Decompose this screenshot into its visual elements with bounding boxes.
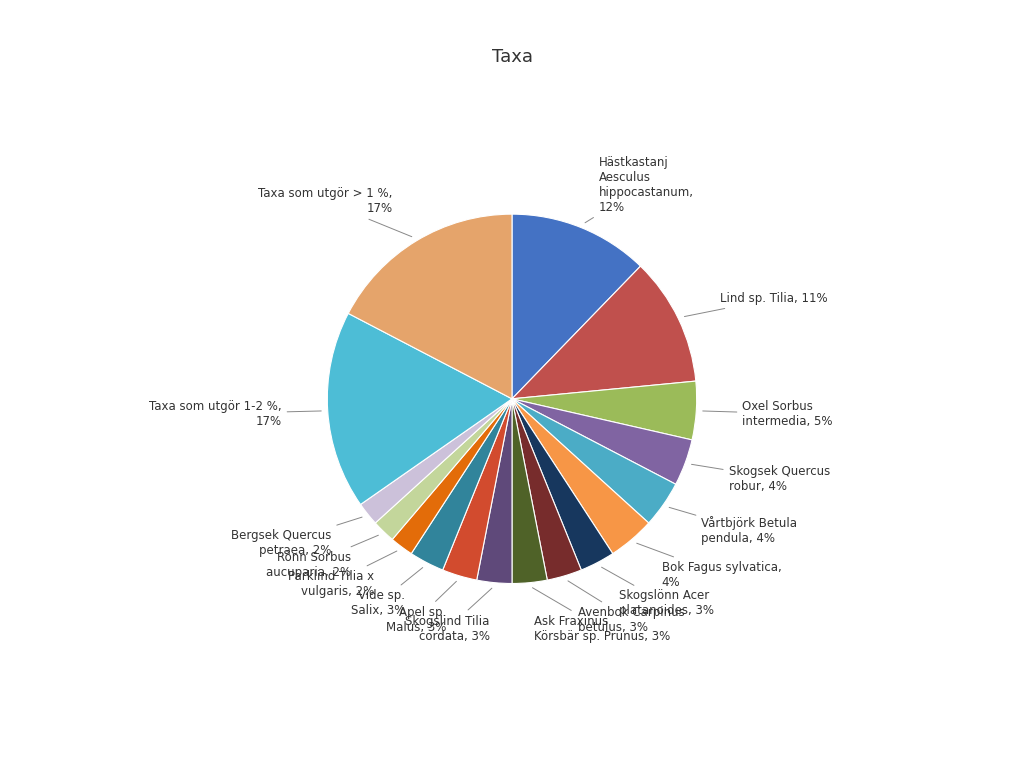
Wedge shape	[512, 399, 692, 484]
Wedge shape	[360, 399, 512, 523]
Wedge shape	[328, 314, 512, 504]
Text: Hästkastanj
Aesculus
hippocastanum,
12%: Hästkastanj Aesculus hippocastanum, 12%	[585, 156, 693, 223]
Text: Ask Fraxinus
Körsbär sp. Prunus, 3%: Ask Fraxinus Körsbär sp. Prunus, 3%	[532, 588, 671, 643]
Wedge shape	[512, 381, 696, 440]
Wedge shape	[512, 399, 582, 580]
Wedge shape	[375, 399, 512, 540]
Wedge shape	[512, 399, 612, 570]
Wedge shape	[512, 399, 676, 523]
Wedge shape	[477, 399, 512, 583]
Wedge shape	[512, 399, 649, 554]
Wedge shape	[512, 214, 640, 399]
Wedge shape	[512, 399, 547, 583]
Text: Bok Fagus sylvatica,
4%: Bok Fagus sylvatica, 4%	[637, 543, 781, 589]
Wedge shape	[348, 214, 512, 399]
Wedge shape	[512, 266, 696, 399]
Text: Oxel Sorbus
intermedia, 5%: Oxel Sorbus intermedia, 5%	[702, 400, 833, 428]
Text: Bergsek Quercus
petraea, 2%: Bergsek Quercus petraea, 2%	[231, 517, 362, 557]
Text: Lind sp. Tilia, 11%: Lind sp. Tilia, 11%	[684, 292, 827, 317]
Text: Taxa som utgör > 1 %,
17%: Taxa som utgör > 1 %, 17%	[258, 188, 412, 237]
Wedge shape	[412, 399, 512, 570]
Text: Rönn Sorbus
aucuparia, 2%: Rönn Sorbus aucuparia, 2%	[266, 535, 379, 579]
Text: Skogsek Quercus
robur, 4%: Skogsek Quercus robur, 4%	[691, 465, 829, 493]
Text: Avenbok Carpinus
betulus, 3%: Avenbok Carpinus betulus, 3%	[568, 581, 684, 634]
Text: Taxa som utgör 1-2 %,
17%: Taxa som utgör 1-2 %, 17%	[150, 400, 322, 428]
Wedge shape	[442, 399, 512, 580]
Text: Skogslönn Acer
platanoides, 3%: Skogslönn Acer platanoides, 3%	[601, 567, 714, 618]
Text: Vide sp.
Salix, 3%: Vide sp. Salix, 3%	[351, 568, 423, 618]
Text: Skogslind Tilia
cordata, 3%: Skogslind Tilia cordata, 3%	[406, 588, 492, 643]
Wedge shape	[392, 399, 512, 554]
Text: Parklind Tilia x
vulgaris, 2%: Parklind Tilia x vulgaris, 2%	[288, 551, 397, 597]
Text: Vårtbjörk Betula
pendula, 4%: Vårtbjörk Betula pendula, 4%	[669, 508, 798, 545]
Text: Apel sp.
Malus, 3%: Apel sp. Malus, 3%	[386, 581, 457, 634]
Title: Taxa: Taxa	[492, 48, 532, 66]
